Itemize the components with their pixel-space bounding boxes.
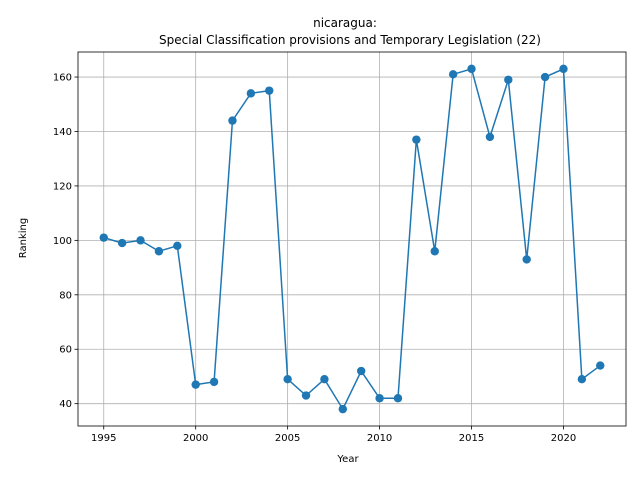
y-ticks: 40 60 80 100 120 140 160	[53, 73, 78, 410]
data-point	[356, 366, 366, 376]
series-group	[99, 64, 605, 414]
y-tick-label: 80	[59, 290, 72, 301]
y-tick-label: 120	[53, 181, 72, 192]
plot-frame	[77, 51, 627, 427]
data-point	[467, 64, 476, 74]
x-axis-label: Year	[336, 454, 359, 465]
y-tick-label: 100	[53, 236, 72, 247]
x-tick-label: 2010	[367, 433, 392, 444]
y-tick-label: 160	[53, 73, 72, 84]
x-tick-label: 2005	[275, 433, 300, 444]
chart-title-line2: Special Classification provisions and Te…	[159, 33, 541, 47]
chart-title-line1: nicaragua:	[313, 16, 377, 30]
y-axis-label: Ranking	[18, 218, 29, 258]
data-point	[265, 86, 274, 95]
data-point	[338, 404, 348, 414]
data-point	[173, 241, 182, 251]
data-point	[228, 116, 237, 125]
data-point	[117, 238, 127, 248]
data-point	[559, 64, 568, 74]
data-point	[596, 361, 605, 370]
data-point	[320, 374, 329, 384]
y-tick-label: 60	[59, 345, 72, 356]
data-point	[283, 374, 292, 384]
data-point	[540, 72, 550, 82]
x-tick-label: 2020	[551, 433, 576, 444]
data-point	[430, 247, 439, 256]
data-point	[522, 255, 531, 264]
data-point	[485, 132, 495, 142]
data-point	[99, 233, 108, 242]
y-tick-label: 140	[53, 127, 72, 138]
data-point	[191, 380, 200, 389]
y-tick-label: 40	[59, 399, 72, 410]
data-point	[246, 89, 256, 98]
data-point	[375, 394, 384, 403]
data-point	[301, 391, 311, 400]
x-tick-label: 2000	[183, 433, 208, 444]
x-tick-label: 1995	[91, 433, 116, 444]
data-point	[577, 374, 587, 384]
data-point	[393, 394, 403, 403]
data-point	[136, 236, 145, 245]
x-ticks: 1995 2000 2005 2010 2015 2020	[91, 426, 576, 444]
series-line	[103, 67, 601, 411]
x-tick-label: 2015	[459, 433, 484, 444]
data-point	[209, 377, 219, 387]
data-point	[412, 135, 421, 144]
data-point	[448, 70, 458, 79]
grid-lines	[78, 52, 626, 426]
data-point	[154, 247, 164, 256]
axes	[77, 51, 627, 427]
data-point	[504, 75, 513, 84]
